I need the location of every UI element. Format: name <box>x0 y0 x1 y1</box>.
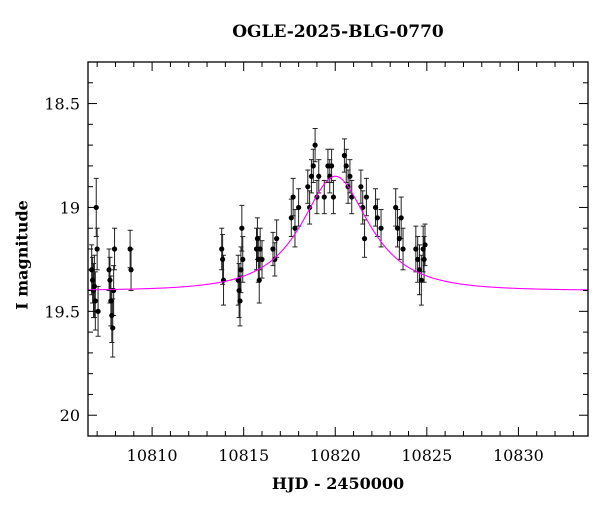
data-point <box>328 163 335 169</box>
data-point <box>363 194 369 200</box>
data-point <box>312 142 318 148</box>
y-tick-label: 19 <box>60 198 80 217</box>
error-bars <box>89 127 428 358</box>
data-point <box>321 194 327 200</box>
data-point <box>413 246 419 252</box>
data-point <box>396 236 402 242</box>
data-point <box>378 225 384 231</box>
model-curve-group <box>87 175 589 291</box>
data-point <box>418 277 424 283</box>
data-point <box>272 256 278 262</box>
data-point <box>253 246 260 252</box>
data-point <box>398 215 404 221</box>
data-point <box>107 277 113 283</box>
data-point <box>239 225 245 231</box>
data-point <box>290 194 296 200</box>
data-point <box>254 236 261 242</box>
data-point <box>416 267 423 273</box>
data-point <box>237 298 243 304</box>
data-point <box>89 277 96 283</box>
data-point <box>270 246 276 252</box>
data-point <box>394 225 401 231</box>
data-point <box>358 184 364 190</box>
data-point <box>372 204 379 211</box>
data-point <box>91 283 98 289</box>
data-point <box>374 215 380 221</box>
data-point <box>296 204 302 211</box>
data-point <box>422 242 428 248</box>
data-point <box>111 246 118 252</box>
data-point <box>127 246 133 252</box>
data-point <box>341 152 348 159</box>
x-tick-label: 10830 <box>493 446 544 465</box>
data-point <box>108 298 114 304</box>
chart-title: OGLE-2025-BLG-0770 <box>232 22 444 42</box>
data-point <box>257 246 263 252</box>
x-tick-label: 10820 <box>310 446 361 465</box>
data-point <box>421 256 427 262</box>
x-tick-label: 10825 <box>401 446 452 465</box>
data-point <box>330 194 337 200</box>
data-point <box>256 277 262 283</box>
data-point <box>259 256 265 262</box>
data-point <box>92 298 98 304</box>
data-point <box>288 215 294 221</box>
data-point <box>220 256 226 262</box>
tick-labels: 10810 10815 10820 10825 10830 18.5 19 19.5 20 <box>44 95 543 465</box>
data-point <box>109 312 115 319</box>
data-point <box>305 184 311 190</box>
data-point <box>393 204 399 211</box>
data-point <box>292 225 298 231</box>
data-point <box>255 256 261 262</box>
data-point <box>316 173 322 179</box>
data-point <box>349 194 355 200</box>
x-axis-label: HJD - 2450000 <box>271 474 405 493</box>
data-point <box>94 246 100 252</box>
axis-ticks <box>88 61 588 437</box>
y-tick-label: 18.5 <box>44 95 80 114</box>
data-point <box>308 173 315 179</box>
data-point <box>347 173 353 179</box>
y-tick-label: 20 <box>60 406 80 425</box>
data-point <box>325 163 331 169</box>
data-point <box>415 256 421 262</box>
data-point <box>238 267 244 273</box>
x-tick-label: 10810 <box>127 446 178 465</box>
data-point <box>310 163 316 169</box>
data-point <box>95 308 101 314</box>
data-point <box>343 163 349 169</box>
data-point <box>361 236 368 242</box>
data-point <box>236 287 242 294</box>
data-point <box>111 287 117 294</box>
y-tick-label: 19.5 <box>44 302 80 321</box>
data-point <box>128 267 134 273</box>
data-point <box>219 246 225 252</box>
data-point <box>420 246 426 252</box>
model-curve <box>87 175 589 291</box>
data-points <box>89 142 428 331</box>
data-point <box>106 267 112 273</box>
data-point <box>110 325 116 331</box>
data-point <box>274 236 280 242</box>
data-point <box>400 246 406 252</box>
plot-frame <box>87 61 589 437</box>
x-tick-label: 10815 <box>218 446 269 465</box>
data-point <box>240 256 246 262</box>
